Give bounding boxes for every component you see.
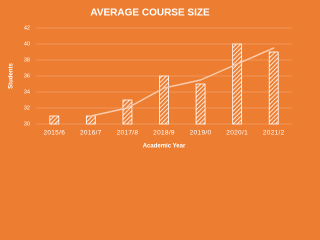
bar xyxy=(49,115,60,125)
page: {"chart_data": {"type": "bar", "title": … xyxy=(8,7,292,150)
y-tick-label: 36 xyxy=(24,73,30,79)
trend-line xyxy=(90,47,275,117)
x-tick-label: 2017/8 xyxy=(117,130,139,137)
y-axis-title: Students xyxy=(9,63,15,89)
y-tick-label: 38 xyxy=(24,57,30,63)
x-tick-label: 2015/6 xyxy=(43,130,65,137)
y-tick-label: 30 xyxy=(24,121,30,127)
y-tick-label: 34 xyxy=(24,89,30,95)
x-tick-label: 2020/1 xyxy=(226,130,248,137)
y-tick-label: 32 xyxy=(24,105,30,111)
y-tick-label: 42 xyxy=(24,25,30,31)
bar xyxy=(268,51,279,125)
bar xyxy=(195,83,206,125)
bar xyxy=(232,43,243,125)
bar xyxy=(159,75,169,125)
chart: AVERAGE COURSE SIZE Students Academic Ye… xyxy=(9,8,292,150)
x-tick-label: 2016/7 xyxy=(80,130,102,137)
chart-title: AVERAGE COURSE SIZE xyxy=(90,8,210,19)
y-tick-label: 40 xyxy=(24,41,30,47)
bar xyxy=(122,99,133,125)
x-axis-title: Academic Year xyxy=(143,144,186,150)
x-tick-label: 2019/0 xyxy=(190,130,212,137)
x-tick-label: 2018/9 xyxy=(153,130,175,137)
x-tick-label: 2021/2 xyxy=(263,130,285,137)
bar xyxy=(85,115,96,125)
